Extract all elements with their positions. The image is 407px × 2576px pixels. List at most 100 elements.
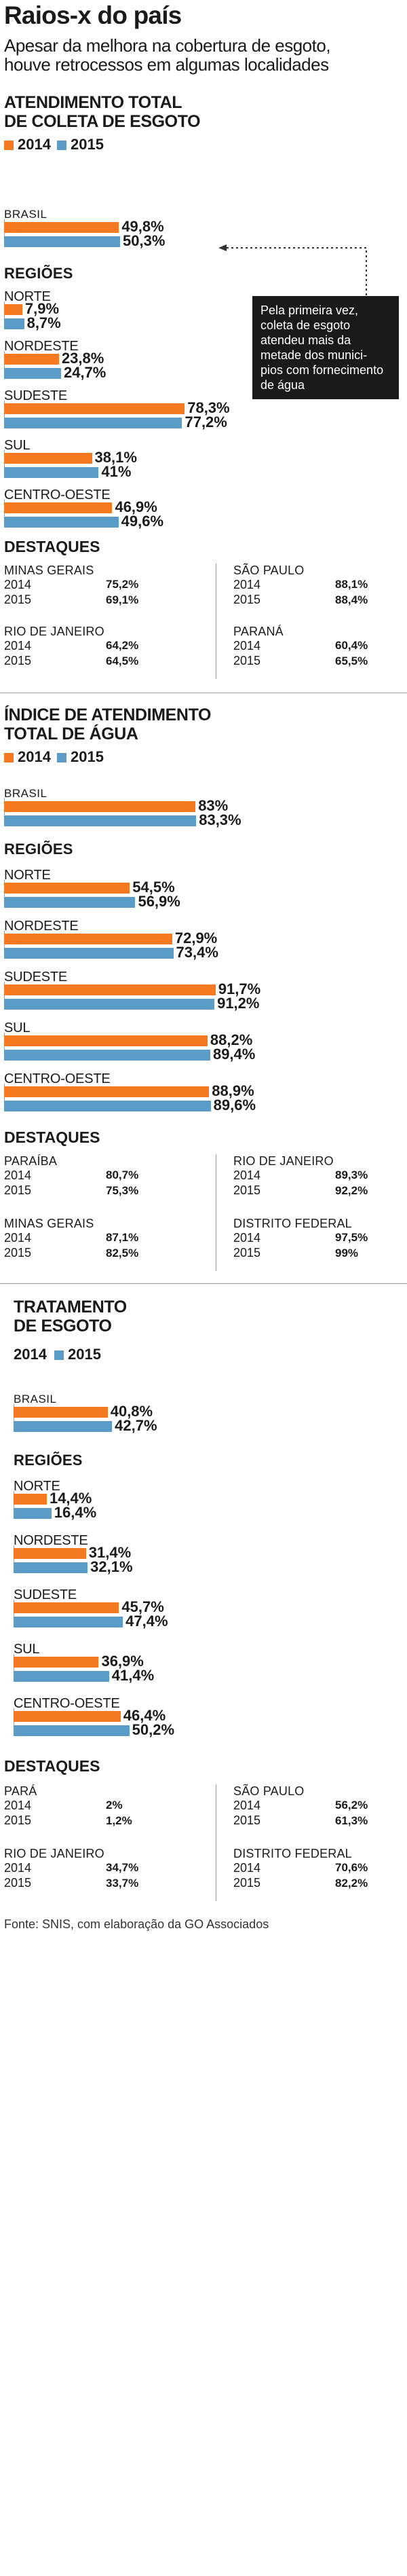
section-1-title-line-2: DE COLETA DE ESGOTO xyxy=(4,112,201,131)
destaque-value-2015: 65,5% xyxy=(335,655,368,667)
value-label-2014: 36,9% xyxy=(101,1653,144,1670)
bar-label: SUL xyxy=(4,438,31,453)
bar-2015 xyxy=(4,236,121,247)
bar-axis xyxy=(4,301,5,329)
note-line-2: coleta de esgoto xyxy=(260,318,351,332)
page-subtitle-line-2: houve retrocessos em algumas localidades xyxy=(4,54,329,75)
bar-2015 xyxy=(14,1562,88,1573)
value-label-2015: 91,2% xyxy=(217,995,260,1012)
destaque-year-2015: 2015 xyxy=(4,1183,32,1197)
value-label-2015: 32,1% xyxy=(90,1558,133,1575)
destaque-value-2015: 33,7% xyxy=(106,1877,139,1890)
legend: 2014 2015 xyxy=(14,1346,149,1363)
bar-group-brasil: BRASIL 40,8% 42,7% xyxy=(9,1392,407,1433)
bar-label: NORTE xyxy=(14,1479,60,1494)
bar-2015 xyxy=(4,999,215,1010)
bar-label: CENTRO-OESTE xyxy=(14,1696,120,1711)
destaque-item: MINAS GERAIS 2014 2015 75,2% 69,1% xyxy=(4,564,180,625)
destaque-year-2014: 2014 xyxy=(233,578,261,591)
value-label-2014: 7,9% xyxy=(24,300,60,317)
value-label-2014: 45,7% xyxy=(121,1598,164,1615)
destaque-value-2014: 89,3% xyxy=(335,1169,368,1181)
value-label-2015: 89,6% xyxy=(213,1097,256,1114)
regioes-heading: REGIÕES xyxy=(4,841,73,858)
value-label-2014: 88,9% xyxy=(212,1082,254,1099)
bar-group-centro-oeste: CENTRO-OESTE 46,9% 49,6% xyxy=(0,487,407,529)
destaque-name: SÃO PAULO xyxy=(233,1784,305,1798)
bar-group-sudeste: SUDESTE 78,3% 77,2% xyxy=(0,388,407,430)
destaque-value-2014: 80,7% xyxy=(106,1169,139,1181)
bar-axis xyxy=(4,880,5,907)
destaque-year-2014: 2014 xyxy=(4,1799,32,1812)
value-label-2015: 83,3% xyxy=(199,811,241,828)
bar-group-nordeste: NORDESTE 72,9% 73,4% xyxy=(0,919,407,960)
bar-2015 xyxy=(4,418,182,428)
note-line-5: pios com fornecimento xyxy=(260,363,384,377)
destaque-item: PARÁ 2014 2015 2% 1,2% xyxy=(4,1784,180,1845)
bar-group-nordeste: NORDESTE 31,4% 32,1% xyxy=(9,1533,407,1575)
note-line-4: metade dos munici- xyxy=(260,348,368,362)
bar-2014 xyxy=(4,403,185,414)
destaque-year-2015: 2015 xyxy=(4,593,32,606)
value-label-2014: 46,4% xyxy=(123,1707,166,1724)
note-line-1: Pela primeira vez, xyxy=(260,303,359,317)
destaque-name: SÃO PAULO xyxy=(233,564,305,577)
value-label-2014: 83% xyxy=(198,797,229,814)
value-label-2014: 38,1% xyxy=(94,449,137,466)
bar-2015 xyxy=(4,318,24,329)
destaque-year-2015: 2015 xyxy=(233,1876,261,1890)
bar-label: NORTE xyxy=(4,868,51,883)
destaque-value-2015: 69,1% xyxy=(106,593,139,606)
section-3-title-line-1: TRATAMENTO xyxy=(14,1298,127,1317)
destaque-year-2014: 2014 xyxy=(233,1861,261,1875)
destaque-year-2015: 2015 xyxy=(233,1814,261,1827)
page-title: Raios-x do país xyxy=(4,1,182,29)
legend-swatch-2015 xyxy=(54,1350,64,1360)
destaque-item: PARAÍBA 2014 2015 80,7% 75,3% xyxy=(4,1154,180,1215)
destaque-name: RIO DE JANEIRO xyxy=(4,1847,104,1860)
destaque-value-2015: 82,5% xyxy=(106,1247,139,1259)
bar-label: NORDESTE xyxy=(4,339,79,354)
destaque-value-2014: 87,1% xyxy=(106,1231,139,1244)
legend-label-2015: 2015 xyxy=(68,1346,101,1363)
note-pointer-line xyxy=(227,247,367,295)
bar-group-sudeste: SUDESTE 45,7% 47,4% xyxy=(9,1587,407,1629)
legend: 2014 2015 xyxy=(4,748,140,766)
note-box: Pela primeira vez, coleta de esgoto aten… xyxy=(252,296,399,399)
bar-label: SUDESTE xyxy=(4,388,68,403)
value-label-2014: 40,8% xyxy=(110,1403,153,1420)
destaque-value-2015: 82,2% xyxy=(335,1877,368,1890)
bar-label: SUDESTE xyxy=(14,1587,77,1602)
section-3-title-line-2: DE ESGOTO xyxy=(14,1317,112,1336)
destaque-year-2015: 2015 xyxy=(4,1876,32,1890)
destaque-value-2015: 75,3% xyxy=(106,1184,139,1197)
destaque-value-2014: 75,2% xyxy=(106,578,139,591)
legend-label-2015: 2015 xyxy=(71,136,104,153)
destaque-item: DISTRITO FEDERAL 2014 2015 97,5% 99% xyxy=(233,1217,407,1278)
bar-2014 xyxy=(14,1548,86,1559)
bar-2015 xyxy=(14,1725,130,1736)
destaque-item: SÃO PAULO 2014 2015 56,2% 61,3% xyxy=(233,1784,407,1845)
bar-axis xyxy=(4,1084,5,1111)
bar-label: CENTRO-OESTE xyxy=(4,1071,111,1086)
destaque-year-2015: 2015 xyxy=(4,654,32,667)
value-label-2014: 88,2% xyxy=(210,1031,253,1048)
bar-axis xyxy=(4,982,5,1009)
destaque-name: PARÁ xyxy=(4,1784,37,1798)
destaque-value-2014: 70,6% xyxy=(335,1861,368,1874)
bar-group-brasil: BRASIL 83% 83,3% xyxy=(0,786,407,828)
bar-label: BRASIL xyxy=(4,787,47,800)
bar-axis xyxy=(4,401,5,428)
bar-axis xyxy=(4,1033,5,1060)
destaque-value-2014: 34,7% xyxy=(106,1861,139,1874)
value-label-2015: 41% xyxy=(101,463,132,480)
destaque-year-2014: 2014 xyxy=(233,639,261,652)
destaque-value-2014: 64,2% xyxy=(106,639,139,652)
destaque-item: DISTRITO FEDERAL 2014 2015 70,6% 82,2% xyxy=(233,1847,407,1908)
destaque-year-2015: 2015 xyxy=(233,1246,261,1259)
value-label-2015: 77,2% xyxy=(185,413,227,430)
legend: 2014 2015 xyxy=(4,136,140,153)
value-label-2015: 41,4% xyxy=(111,1667,155,1684)
source-note: Fonte: SNIS, com elaboração da GO Associ… xyxy=(4,1917,269,1931)
